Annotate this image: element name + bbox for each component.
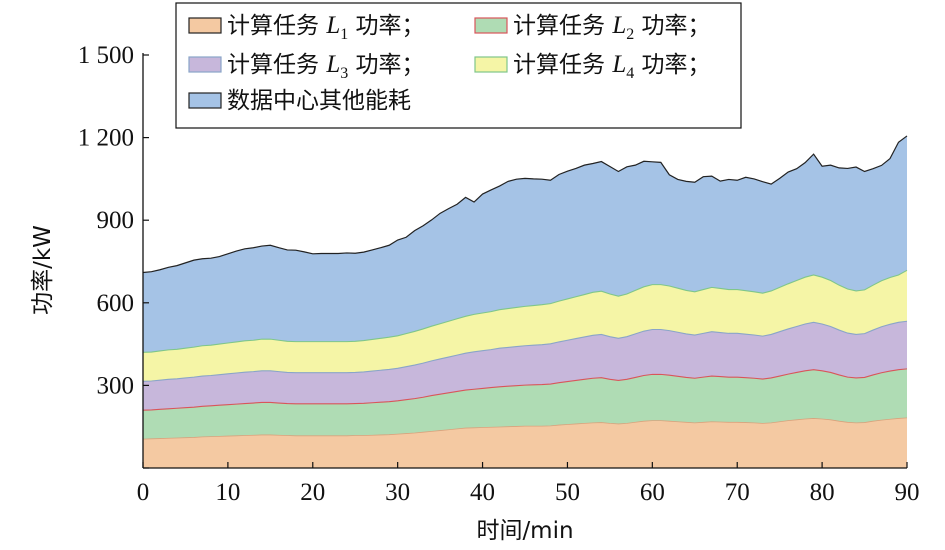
series-boundary-4 bbox=[142, 269, 908, 353]
legend-swatch bbox=[188, 92, 222, 109]
legend-swatch bbox=[188, 56, 222, 73]
x-tick-label: 70 bbox=[725, 479, 750, 506]
x-tick-label: 50 bbox=[555, 479, 580, 506]
legend-label: 计算任务 L1 功率； bbox=[227, 12, 425, 43]
legend-item-4: 计算任务 L4 功率； bbox=[474, 51, 711, 82]
y-axis-title: 功率/kW bbox=[30, 225, 56, 315]
legend-box bbox=[175, 2, 742, 129]
y-tick-label: 300 bbox=[97, 372, 135, 399]
series-boundary-5 bbox=[142, 135, 908, 274]
legend-item-5: 数据中心其他能耗 bbox=[188, 88, 411, 114]
series-boundary-1 bbox=[142, 417, 908, 440]
y-axis-ticks: 300 600 900 1 200 1 500 bbox=[78, 42, 149, 469]
legend-item-1: 计算任务 L1 功率； bbox=[188, 12, 425, 43]
x-tick-label: 40 bbox=[470, 479, 495, 506]
area-series-3 bbox=[143, 321, 907, 411]
x-axis-title: 时间/min bbox=[476, 518, 573, 544]
x-tick-label: 60 bbox=[640, 479, 665, 506]
area-series-1 bbox=[143, 417, 907, 468]
y-tick-label: 900 bbox=[97, 207, 135, 234]
area-series-5 bbox=[143, 135, 907, 353]
x-tick-label: 80 bbox=[810, 479, 835, 506]
legend-item-3: 计算任务 L3 功率； bbox=[188, 51, 425, 82]
legend-item-2: 计算任务 L2 功率； bbox=[474, 12, 711, 43]
legend-swatch bbox=[474, 17, 508, 34]
x-tick-label: 30 bbox=[385, 479, 410, 506]
area-series-4 bbox=[143, 270, 907, 382]
legend-swatch bbox=[188, 17, 222, 34]
legend-label: 计算任务 L3 功率； bbox=[227, 51, 425, 82]
legend-label: 计算任务 L2 功率； bbox=[513, 12, 711, 43]
x-tick-label: 20 bbox=[300, 479, 325, 506]
x-tick-label: 90 bbox=[895, 479, 920, 506]
legend-label: 数据中心其他能耗 bbox=[227, 88, 411, 114]
x-tick-label: 10 bbox=[215, 479, 240, 506]
legend: 计算任务 L1 功率； 计算任务 L2 功率； 计算任务 L3 功率； 计算任务 L4… bbox=[175, 2, 742, 129]
y-tick-label: 1 500 bbox=[78, 42, 134, 69]
legend-swatch bbox=[474, 56, 508, 73]
legend-label: 计算任务 L4 功率； bbox=[513, 51, 711, 82]
x-tick-label: 0 bbox=[137, 479, 150, 506]
series-boundary-2 bbox=[142, 368, 908, 411]
area-layers bbox=[142, 135, 908, 468]
axes bbox=[142, 53, 907, 469]
x-axis-ticks: 0 10 20 30 40 50 60 70 80 90 bbox=[137, 462, 920, 506]
series-boundary-3 bbox=[142, 320, 908, 382]
y-tick-label: 600 bbox=[97, 290, 135, 317]
y-tick-label: 1 200 bbox=[78, 125, 134, 152]
